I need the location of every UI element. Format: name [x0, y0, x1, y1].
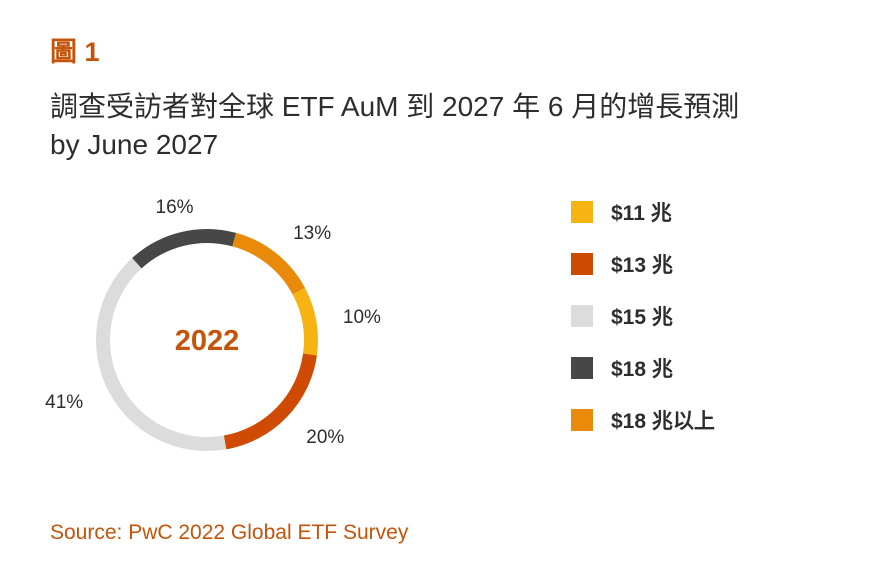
donut-slice-5: [232, 232, 306, 295]
donut-slice-4: [132, 229, 237, 269]
legend-swatch: [571, 357, 593, 379]
slice-value-label-2: 20%: [306, 427, 344, 448]
chart-title-line-1: 調查受訪者對全球 ETF AuM 到 2027 年 6 月的增長預測: [50, 91, 740, 122]
legend-item-1: $11 兆: [571, 200, 672, 225]
donut-center-label: 2022: [175, 325, 240, 357]
legend-item-4: $18 兆: [571, 356, 673, 381]
legend-item-2: $13 兆: [571, 252, 673, 277]
slice-value-label-3: 41%: [45, 392, 83, 413]
legend-item-5: $18 兆以上: [571, 408, 715, 433]
legend-swatch: [571, 409, 593, 431]
slice-value-label-5: 13%: [293, 223, 331, 244]
legend-swatch: [571, 201, 593, 223]
chart-title-line-2: by June 2027: [50, 129, 219, 160]
legend-swatch: [571, 253, 593, 275]
legend-label: $11 兆: [611, 202, 672, 225]
legend-label: $15 兆: [611, 306, 673, 329]
legend-label: $18 兆: [611, 358, 673, 381]
donut-slice-3: [96, 258, 227, 451]
chart-title: 調查受訪者對全球 ETF AuM 到 2027 年 6 月的增長預測 by Ju…: [50, 88, 850, 164]
donut-slice-2: [223, 353, 317, 450]
slice-value-label-1: 10%: [343, 307, 381, 328]
legend-item-3: $15 兆: [571, 304, 673, 329]
slice-value-label-4: 16%: [156, 197, 194, 218]
source-note: Source: PwC 2022 Global ETF Survey: [50, 521, 409, 544]
legend-label: $18 兆以上: [611, 410, 715, 433]
legend-swatch: [571, 305, 593, 327]
donut-slice-1: [292, 287, 318, 356]
legend-label: $13 兆: [611, 254, 673, 277]
figure-label: 圖 1: [50, 37, 100, 67]
